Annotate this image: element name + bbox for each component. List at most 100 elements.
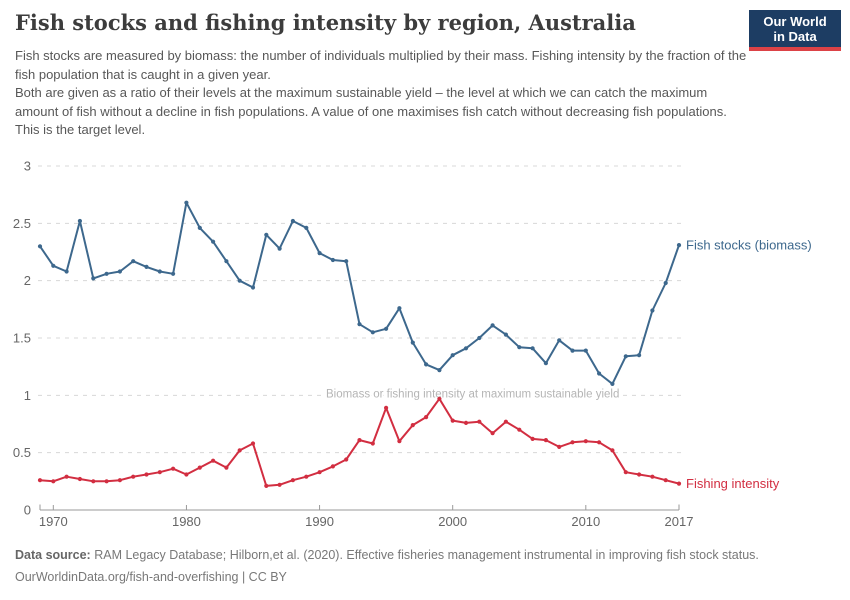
data-point: [437, 368, 442, 373]
data-point: [184, 200, 189, 205]
data-point: [397, 306, 402, 311]
data-point: [211, 458, 216, 463]
data-point: [317, 470, 322, 475]
data-point: [530, 346, 535, 351]
data-point: [463, 346, 469, 351]
series-label-1: Fishing intensity: [686, 476, 780, 491]
chart-svg: 0 0.5 1 1.5 2 2.5 3 1970 1980 1990 2000 2010 2017 Bio…: [13, 159, 812, 530]
data-point: [197, 465, 202, 470]
data-point: [637, 472, 642, 477]
data-point: [503, 332, 508, 337]
data-point: [570, 440, 575, 445]
data-point: [450, 353, 455, 358]
data-point: [583, 439, 588, 444]
data-point: [330, 257, 335, 263]
data-point: [277, 246, 282, 251]
data-point: [250, 285, 256, 290]
data-point: [211, 239, 216, 244]
data-point: [357, 438, 362, 443]
data-point: [117, 269, 122, 274]
data-point: [424, 362, 429, 367]
owid-logo-line1: Our World: [763, 14, 827, 29]
data-point: [384, 326, 389, 331]
data-point: [344, 457, 349, 462]
y-axis-label-2: 2: [24, 273, 31, 288]
x-axis-label-2010: 2010: [571, 514, 600, 529]
license-line: OurWorldinData.org/fish-and-overfishing …: [15, 570, 287, 584]
data-point: [77, 218, 82, 224]
data-point: [264, 232, 269, 237]
data-point: [477, 335, 482, 341]
data-source-label: Data source:: [15, 548, 91, 562]
data-point: [117, 478, 122, 483]
data-point: [64, 474, 69, 479]
data-point: [91, 479, 96, 484]
data-point: [224, 465, 229, 470]
data-point: [37, 478, 43, 483]
subtitle-paragraph-1: Fish stocks are measured by biomass: the…: [15, 48, 747, 82]
data-point: [184, 472, 189, 477]
data-point: [237, 278, 242, 283]
data-point: [171, 271, 176, 276]
data-point: [330, 464, 335, 469]
chart-area: 0 0.5 1 1.5 2 2.5 3 1970 1980 1990 2000 2010 2017 Bio…: [0, 150, 850, 540]
data-point: [264, 483, 269, 488]
owid-logo[interactable]: Our World in Data: [749, 10, 841, 51]
data-point: [543, 438, 549, 443]
subtitle-paragraph-2: Both are given as a ratio of their level…: [15, 85, 727, 138]
y-axis-label-3: 3: [24, 159, 31, 174]
data-point: [623, 354, 628, 359]
series-label-0: Fish stocks (biomass): [686, 238, 812, 253]
data-point: [131, 474, 136, 479]
data-point: [290, 218, 295, 224]
data-point: [397, 439, 402, 444]
data-point: [543, 361, 549, 366]
msy-annotation: Biomass or fishing intensity at maximum …: [326, 388, 619, 400]
data-point: [384, 405, 389, 410]
chart-subtitle: Fish stocks are measured by biomass: the…: [15, 47, 752, 140]
data-point: [77, 476, 82, 482]
data-point: [344, 259, 349, 264]
data-point: [650, 474, 655, 479]
data-point: [463, 420, 469, 425]
data-point: [157, 269, 162, 274]
data-point: [131, 259, 136, 264]
data-point: [557, 338, 562, 343]
data-point: [277, 482, 282, 487]
data-point: [51, 479, 56, 484]
series-line-1: [39, 397, 680, 487]
data-point: [437, 396, 442, 401]
data-point: [357, 322, 362, 327]
data-point: [250, 441, 256, 446]
data-point: [224, 259, 229, 264]
data-point: [477, 419, 482, 424]
data-point: [171, 466, 176, 471]
data-point: [676, 243, 682, 248]
data-point: [91, 276, 96, 281]
data-point: [597, 440, 602, 445]
data-point: [197, 225, 202, 230]
data-point: [410, 340, 415, 345]
y-axis-label-0: 0: [24, 503, 31, 518]
data-point: [663, 478, 668, 483]
x-axis-label-1980: 1980: [172, 514, 201, 529]
data-source-line: Data source: RAM Legacy Database; Hilbor…: [15, 544, 835, 566]
data-point: [597, 371, 602, 376]
data-point: [490, 431, 495, 436]
data-point: [570, 348, 575, 353]
y-axis-label-2.5: 2.5: [13, 216, 31, 231]
data-point: [610, 381, 615, 386]
data-point: [370, 441, 375, 446]
y-axis-label-1: 1: [24, 388, 31, 403]
series-line-0: [39, 201, 680, 385]
data-point: [317, 251, 322, 256]
data-point: [490, 323, 495, 328]
data-point: [610, 448, 615, 453]
y-axis-label-1.5: 1.5: [13, 331, 31, 346]
data-point: [676, 481, 682, 486]
data-point: [424, 415, 429, 420]
data-point: [583, 348, 588, 353]
data-point: [290, 478, 295, 483]
data-point: [51, 263, 56, 268]
data-point: [650, 308, 655, 313]
